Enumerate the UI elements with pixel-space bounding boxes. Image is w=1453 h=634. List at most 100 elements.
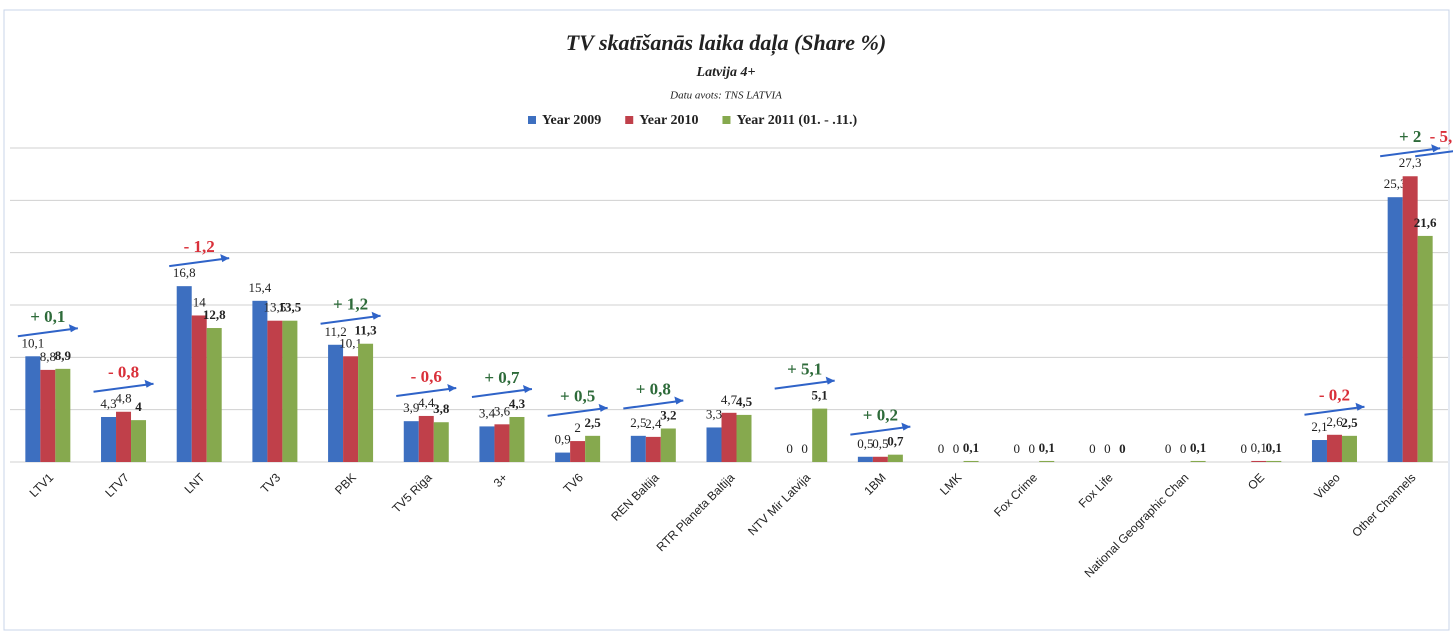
data-label: 4,3	[509, 396, 526, 411]
x-tick-label: Fox Crime	[991, 470, 1040, 519]
data-label: 2,5	[630, 415, 646, 430]
annotation-arrow	[396, 386, 457, 397]
annotation-arrow	[1415, 150, 1453, 158]
data-label: 15,4	[249, 280, 272, 295]
data-label: 4,4	[418, 395, 435, 410]
annotation-arrowhead	[1355, 402, 1365, 411]
x-tick-label: LNT	[182, 470, 208, 496]
data-label: 4,3	[100, 396, 116, 411]
bar	[963, 460, 979, 462]
bar	[645, 436, 661, 462]
x-tick-label: TV6	[561, 470, 587, 496]
bar	[706, 427, 722, 462]
annotation-arrow	[471, 388, 533, 398]
annotation: + 0,2	[863, 406, 898, 425]
x-tick-label: REN Baltija	[608, 470, 662, 524]
data-label: 3,3	[706, 406, 722, 421]
annotation: + 2	[1399, 127, 1421, 146]
annotation-arrowhead	[220, 254, 230, 263]
annotation: + 0,1	[30, 307, 65, 326]
data-label: 0	[1089, 441, 1096, 456]
annotation-arrowhead	[447, 383, 457, 392]
data-label: 3,8	[433, 401, 450, 416]
annotation-arrowhead	[68, 324, 78, 333]
data-label: 10,1	[339, 335, 362, 350]
bar	[176, 286, 192, 462]
data-label: 10,1	[21, 335, 44, 350]
bar	[1266, 460, 1282, 462]
data-label: 0,1	[1266, 440, 1282, 455]
data-label: 0,5	[857, 436, 873, 451]
legend-swatch	[722, 116, 731, 124]
data-label: 13,5	[279, 300, 302, 315]
legend-label: Year 2009	[542, 113, 601, 128]
legend-swatch	[528, 116, 536, 124]
data-label: 13,5	[264, 300, 287, 315]
annotation-arrow	[93, 382, 154, 393]
annotation-arrowhead	[1431, 144, 1441, 153]
bar	[1311, 440, 1327, 462]
x-tick-label: RTR Planeta Baltija	[654, 470, 738, 554]
annotation-arrow	[1304, 405, 1365, 416]
bar	[1326, 434, 1342, 462]
x-tick-label: LTV7	[102, 470, 132, 500]
bar	[1402, 176, 1418, 462]
bar	[206, 328, 222, 462]
bar	[721, 412, 737, 462]
bar	[812, 408, 828, 462]
bar	[1190, 460, 1206, 462]
bar	[555, 452, 571, 462]
bar	[328, 344, 344, 462]
data-label: 8,8	[40, 349, 56, 364]
annotation-arrow	[547, 406, 608, 417]
bar	[736, 414, 752, 462]
bar	[570, 441, 586, 462]
legend-swatch	[625, 116, 634, 124]
chart-title: TV skatīšanās laika daļa (Share %)	[566, 30, 886, 56]
data-label: 11,2	[324, 324, 346, 339]
annotation-arrowhead	[825, 376, 835, 385]
legend-label: Year 2010	[639, 113, 698, 128]
data-label: 12,8	[203, 307, 226, 322]
data-label: 2,5	[1341, 415, 1358, 430]
bar	[267, 320, 283, 462]
data-label: 0,9	[555, 432, 571, 447]
data-label: 3,4	[479, 405, 496, 420]
data-label: 0	[1119, 441, 1126, 456]
bar	[191, 315, 207, 462]
annotation-arrow	[320, 314, 381, 325]
data-label: 0,1	[1251, 440, 1267, 455]
data-label: 0	[1165, 441, 1172, 456]
annotation-arrow	[17, 327, 78, 338]
bar	[872, 456, 888, 462]
annotation-arrow	[623, 399, 684, 410]
data-label: 4,7	[721, 392, 738, 407]
data-label: 0,5	[872, 436, 888, 451]
data-label: 2,6	[1326, 414, 1343, 429]
bar	[25, 356, 41, 462]
annotation: - 0,6	[411, 367, 442, 386]
x-tick-label: TV3	[258, 470, 284, 496]
data-label: 16,8	[173, 265, 196, 280]
bar	[494, 424, 510, 462]
data-label: 0	[801, 441, 808, 456]
data-label: 2,4	[645, 416, 662, 431]
data-label: 8,9	[55, 348, 72, 363]
annotation: - 0,8	[108, 363, 139, 382]
bar	[1387, 197, 1403, 462]
data-label: 0,1	[1039, 440, 1055, 455]
data-label: 2	[574, 420, 581, 435]
annotation: - 1,2	[184, 237, 215, 256]
annotation-arrowhead	[674, 396, 684, 405]
data-label: 0	[953, 441, 960, 456]
bar	[343, 356, 359, 462]
x-tick-label: PBK	[332, 470, 359, 497]
data-label: 0,7	[887, 434, 904, 449]
data-label: 2,1	[1311, 419, 1327, 434]
bar	[660, 428, 676, 462]
data-label: 0	[938, 441, 945, 456]
bar	[252, 300, 268, 462]
annotation-arrowhead	[371, 311, 381, 320]
bar	[479, 426, 495, 462]
chart-source: Datu avots: TNS LATVIA	[669, 90, 782, 102]
